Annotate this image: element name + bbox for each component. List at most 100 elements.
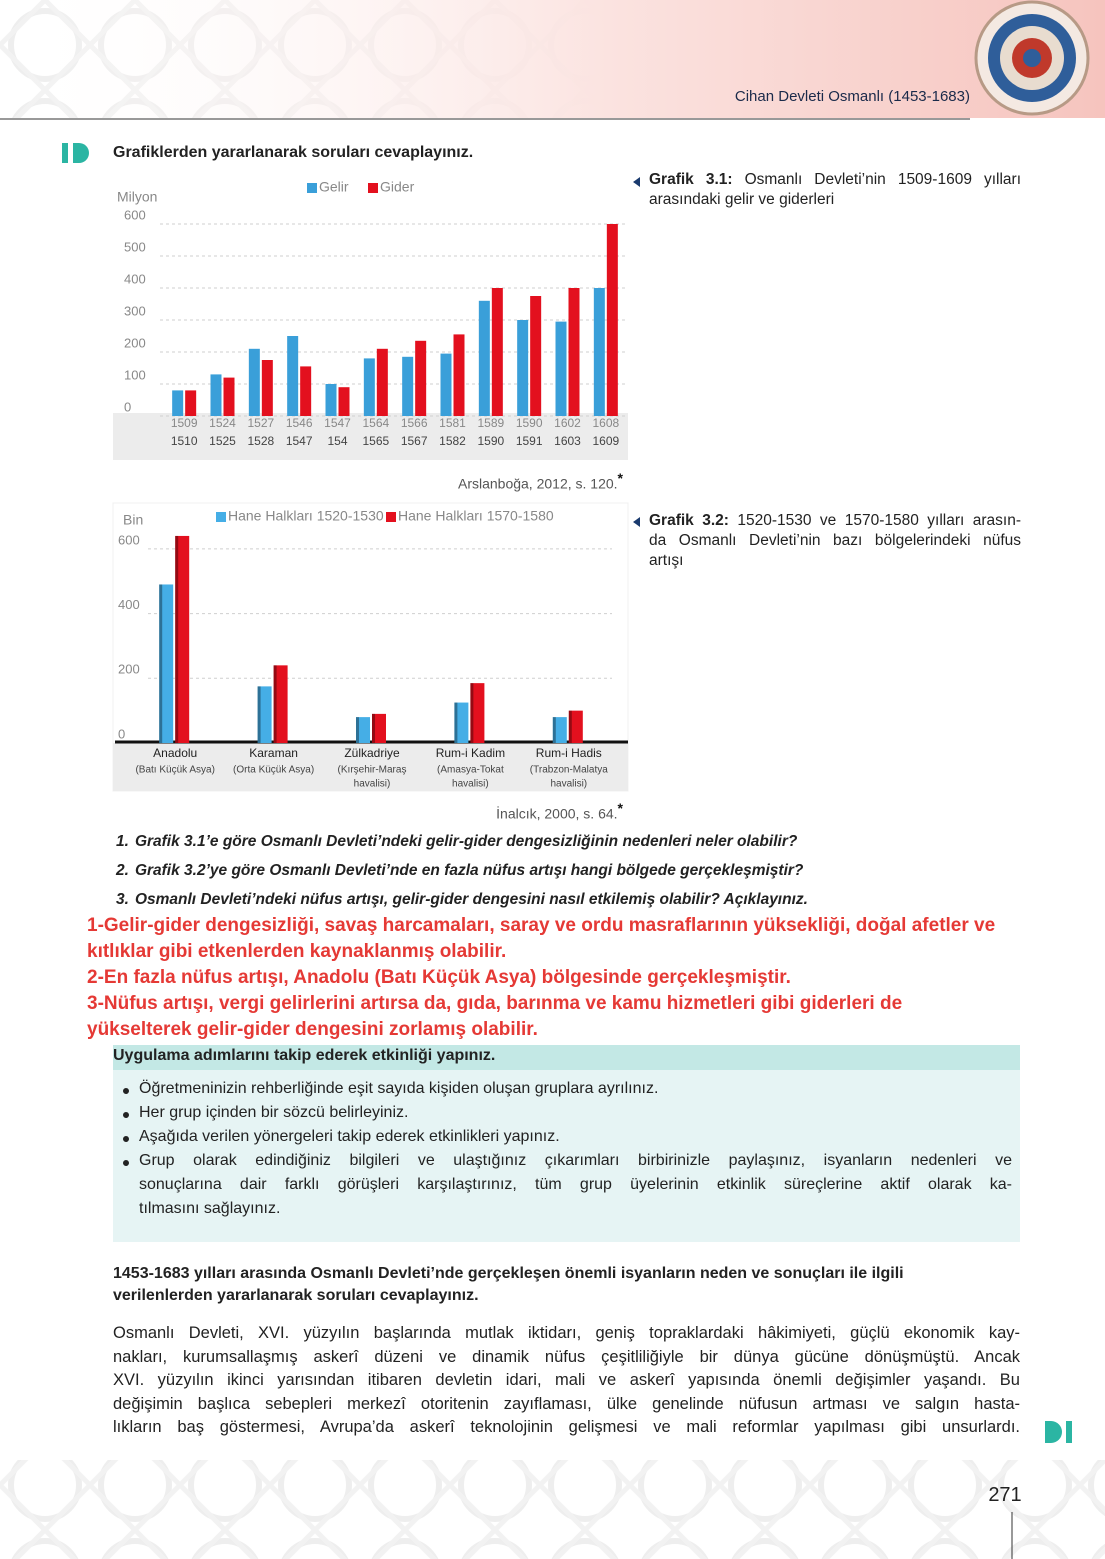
legend-swatch xyxy=(386,512,396,522)
y-tick-label: 600 xyxy=(118,532,140,547)
x-tick-label: 1581 xyxy=(439,416,466,430)
source-mark: * xyxy=(617,470,623,486)
caption-text: Osmanlı Devleti’nin 1509-1609 yılları xyxy=(744,171,1021,188)
bar-shade xyxy=(257,686,261,743)
y-tick-label: 100 xyxy=(124,367,146,382)
bar-shade xyxy=(470,683,474,743)
bar xyxy=(376,348,388,416)
bar xyxy=(257,686,272,743)
caption-line: da Osmanlı Devleti’nin bazı bölgelerinde… xyxy=(649,531,1021,551)
caption-text: artışı xyxy=(649,552,684,569)
bar xyxy=(338,387,350,416)
x-tick-label: Zülkadriye xyxy=(344,746,400,760)
bar xyxy=(372,713,386,743)
bar xyxy=(159,584,174,743)
caption-text: 1520-1530 ve 1570-1580 yılları arasın- xyxy=(737,512,1021,529)
y-axis-label: Bin xyxy=(123,512,143,528)
bar-shade xyxy=(159,584,163,743)
medallion xyxy=(974,0,1090,116)
question-text: Osmanlı Devleti’ndeki nüfus artışı, geli… xyxy=(134,891,808,908)
answer-line: yükselterek gelir-gider dengesini zorlam… xyxy=(87,1019,538,1040)
section-icon xyxy=(62,143,89,163)
x-tick-label: Rum-i Kadim xyxy=(436,746,505,760)
answer-line: 2-En fazla nüfus artışı, Anadolu (Batı K… xyxy=(87,967,791,988)
bar xyxy=(491,288,503,416)
bar xyxy=(223,377,235,416)
bar xyxy=(248,348,260,416)
source-text: İnalcık, 2000, s. 64. xyxy=(496,805,618,822)
caption-marker xyxy=(633,177,640,187)
bar xyxy=(454,702,469,743)
bar xyxy=(325,384,337,416)
x-tick-label: Anadolu xyxy=(153,746,197,760)
bullet-line: Aşağıda verilen yönergeleri takip ederek… xyxy=(139,1128,560,1145)
bar xyxy=(517,320,529,416)
caption-line: artışı xyxy=(649,551,1021,571)
x-tick-label: 1589 xyxy=(477,416,504,430)
x-tick-label: 1608 xyxy=(592,416,619,430)
bar xyxy=(478,300,490,416)
paragraph-line: XVI. yüzyılın ikinci yarısından itibaren… xyxy=(113,1371,1020,1389)
bar xyxy=(172,390,184,416)
bar xyxy=(273,665,288,743)
x-tick-label: 1509 xyxy=(171,416,198,430)
x-tick-label: 1546 xyxy=(286,416,313,430)
x-tick-label: Karaman xyxy=(249,746,298,760)
legend-swatch xyxy=(307,183,317,193)
x-tick-label: 1591 xyxy=(516,434,543,448)
bar xyxy=(453,334,465,416)
x-tick-label: 1525 xyxy=(209,434,236,448)
x-tick-label: 1528 xyxy=(247,434,274,448)
bullet-dot xyxy=(123,1088,129,1094)
header-title: Cihan Devleti Osmanlı (1453-1683) xyxy=(734,88,970,105)
bar xyxy=(530,296,542,416)
bullet-line: Her grup içinden bir sözcü belirleyiniz. xyxy=(139,1104,409,1121)
chart-label-band xyxy=(113,413,628,460)
legend-swatch xyxy=(216,512,226,522)
x-tick-label: 1590 xyxy=(516,416,543,430)
legend-label: Gider xyxy=(380,179,415,195)
bar-shade xyxy=(568,710,572,743)
question: 3. Osmanlı Devleti’ndeki nüfus artışı, ge… xyxy=(116,891,808,909)
bullet-line: tılmasını sağlayınız. xyxy=(139,1200,281,1217)
activity-title: Uygulama adımlarını takip ederek etkinli… xyxy=(113,1047,496,1064)
bar xyxy=(593,288,605,416)
x-tick-label: havalisi) xyxy=(550,779,587,790)
answer-line: 3-Nüfus artışı, vergi gelirlerini artırs… xyxy=(87,993,903,1014)
bar xyxy=(210,374,222,416)
next-icon xyxy=(1045,1421,1072,1443)
x-tick-label: 1547 xyxy=(324,416,351,430)
x-tick-label: havalisi) xyxy=(452,779,489,790)
x-tick-label: (Amasya-Tokat xyxy=(437,765,504,776)
x-tick-label: 1603 xyxy=(554,434,581,448)
question-number: 2. xyxy=(116,862,129,879)
bullet-line: sonuçlarına dair farklı görüşleri karşıl… xyxy=(139,1176,1012,1193)
y-tick-label: 0 xyxy=(118,726,125,741)
bar xyxy=(175,535,190,743)
header-band xyxy=(0,0,1105,118)
caption-line: Grafik 3.2: 1520-1530 ve 1570-1580 yılla… xyxy=(649,511,1021,531)
x-tick-label: (Trabzon-Malatya xyxy=(530,765,608,776)
legend-label: Gelir xyxy=(319,179,349,195)
legend-swatch xyxy=(368,183,378,193)
legend-label: Hane Halkları 1520-1530 xyxy=(228,508,384,524)
x-tick-label: 154 xyxy=(327,434,347,448)
chart-source: Arslanboğa, 2012, s. 120.* xyxy=(458,470,623,492)
chart-label-band xyxy=(113,743,628,791)
question-text: Grafik 3.2’ye göre Osmanlı Devleti’nde e… xyxy=(134,862,804,879)
y-tick-label: 400 xyxy=(124,271,146,286)
bar xyxy=(300,366,312,416)
bar-shade xyxy=(372,713,375,743)
bar xyxy=(470,683,485,743)
x-tick-label: 1564 xyxy=(362,416,389,430)
caption-line: arasındaki gelir ve giderleri xyxy=(649,190,1021,210)
caption-text: arasındaki gelir ve giderleri xyxy=(649,191,835,208)
bar xyxy=(185,390,197,416)
x-tick-label: (Kırşehir-Maraş xyxy=(338,765,407,776)
x-tick-label: (Orta Küçük Asya) xyxy=(233,765,314,776)
answer-line: 1-Gelir-gider dengesizliği, savaş harcam… xyxy=(87,915,996,936)
question: 1. Grafik 3.1’e göre Osmanlı Devleti’ndek… xyxy=(116,833,797,851)
paragraph-line: Osmanlı Devleti, XVI. yüzyılın başlarınd… xyxy=(113,1324,1020,1342)
y-tick-label: 500 xyxy=(124,239,146,254)
